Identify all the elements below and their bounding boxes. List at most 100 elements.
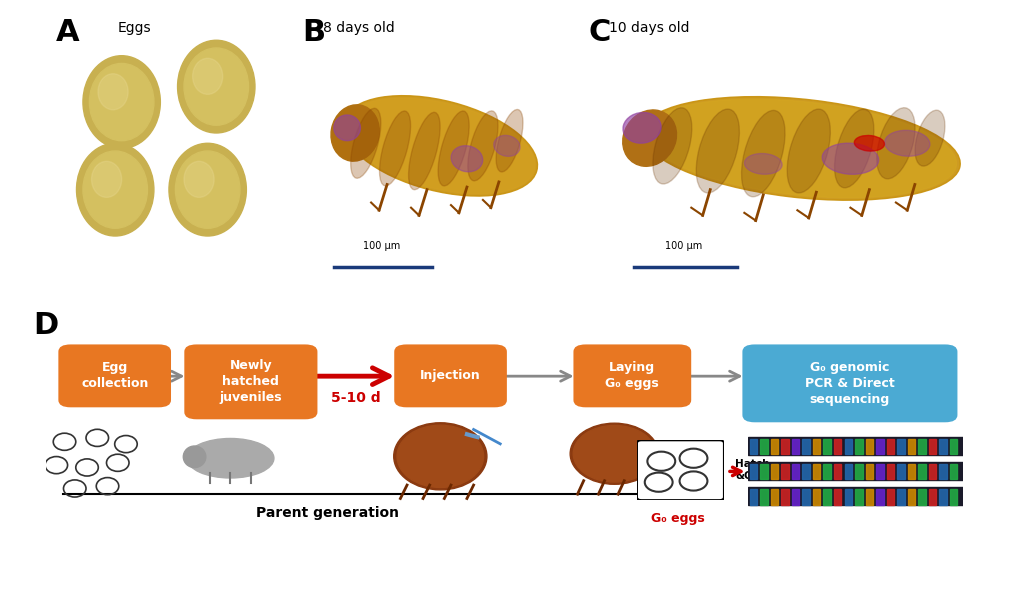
Circle shape bbox=[91, 161, 122, 198]
Bar bbox=[781, 464, 788, 479]
Ellipse shape bbox=[744, 153, 782, 174]
Ellipse shape bbox=[496, 110, 523, 172]
Circle shape bbox=[193, 58, 223, 94]
Text: G₀ eggs: G₀ eggs bbox=[651, 512, 705, 525]
Bar bbox=[919, 464, 926, 479]
Bar bbox=[771, 464, 778, 479]
Bar bbox=[907, 489, 915, 504]
Bar bbox=[887, 464, 894, 479]
Text: 10 days old: 10 days old bbox=[609, 21, 690, 35]
Bar bbox=[792, 464, 800, 479]
Ellipse shape bbox=[570, 423, 658, 484]
Ellipse shape bbox=[409, 113, 440, 190]
Bar bbox=[897, 438, 905, 454]
Bar bbox=[939, 464, 947, 479]
Bar bbox=[748, 437, 963, 455]
Ellipse shape bbox=[334, 115, 360, 141]
Text: Hatch
&Grow: Hatch &Grow bbox=[735, 459, 775, 481]
Bar bbox=[803, 464, 810, 479]
Circle shape bbox=[184, 161, 214, 198]
Bar bbox=[887, 438, 894, 454]
Text: Laying
G₀ eggs: Laying G₀ eggs bbox=[605, 361, 659, 391]
Ellipse shape bbox=[787, 109, 830, 193]
Bar bbox=[845, 438, 852, 454]
FancyBboxPatch shape bbox=[573, 344, 691, 407]
Ellipse shape bbox=[623, 113, 662, 143]
Bar bbox=[877, 489, 884, 504]
Ellipse shape bbox=[494, 135, 520, 156]
Bar bbox=[781, 489, 788, 504]
Circle shape bbox=[98, 74, 128, 110]
FancyBboxPatch shape bbox=[742, 344, 957, 422]
Bar bbox=[760, 489, 768, 504]
Ellipse shape bbox=[350, 108, 381, 179]
Bar bbox=[950, 464, 957, 479]
Text: 100 μm: 100 μm bbox=[364, 241, 400, 252]
Bar bbox=[877, 464, 884, 479]
Bar bbox=[781, 438, 788, 454]
Text: Eggs: Eggs bbox=[118, 21, 152, 35]
Bar bbox=[845, 489, 852, 504]
Bar bbox=[845, 464, 852, 479]
Bar bbox=[950, 489, 957, 504]
Circle shape bbox=[177, 40, 255, 133]
Text: B: B bbox=[302, 18, 326, 47]
Bar bbox=[897, 464, 905, 479]
Bar bbox=[760, 438, 768, 454]
Bar bbox=[750, 438, 757, 454]
Bar bbox=[834, 489, 842, 504]
Bar bbox=[855, 438, 862, 454]
Ellipse shape bbox=[877, 108, 915, 179]
Text: Injection: Injection bbox=[420, 370, 481, 382]
FancyBboxPatch shape bbox=[637, 440, 724, 500]
Ellipse shape bbox=[646, 99, 956, 198]
Circle shape bbox=[83, 56, 161, 149]
Bar bbox=[803, 438, 810, 454]
FancyBboxPatch shape bbox=[58, 344, 171, 407]
Bar bbox=[834, 464, 842, 479]
Ellipse shape bbox=[642, 96, 961, 200]
Bar bbox=[792, 489, 800, 504]
Bar bbox=[929, 489, 936, 504]
Ellipse shape bbox=[835, 109, 873, 188]
Bar bbox=[865, 464, 873, 479]
Circle shape bbox=[175, 151, 240, 228]
Ellipse shape bbox=[885, 131, 930, 156]
Bar bbox=[813, 438, 820, 454]
Ellipse shape bbox=[343, 96, 538, 196]
Bar bbox=[823, 489, 830, 504]
Bar bbox=[950, 438, 957, 454]
Ellipse shape bbox=[468, 111, 498, 181]
Bar bbox=[750, 464, 757, 479]
Ellipse shape bbox=[653, 108, 692, 184]
Bar bbox=[907, 464, 915, 479]
Bar bbox=[929, 438, 936, 454]
Text: D: D bbox=[33, 311, 58, 340]
Bar bbox=[813, 489, 820, 504]
Text: G₀ genomic
PCR & Direct
sequencing: G₀ genomic PCR & Direct sequencing bbox=[805, 361, 895, 406]
Bar bbox=[907, 438, 915, 454]
Circle shape bbox=[169, 143, 247, 236]
Bar bbox=[748, 487, 963, 506]
Text: C: C bbox=[589, 18, 611, 47]
Text: 100 μm: 100 μm bbox=[199, 245, 233, 254]
Bar bbox=[823, 464, 830, 479]
Bar bbox=[771, 489, 778, 504]
Text: Newly
hatched
juveniles: Newly hatched juveniles bbox=[219, 359, 283, 404]
Ellipse shape bbox=[438, 111, 469, 186]
Bar bbox=[803, 489, 810, 504]
Bar bbox=[748, 462, 963, 480]
Bar bbox=[813, 464, 820, 479]
Circle shape bbox=[77, 143, 154, 236]
Ellipse shape bbox=[741, 110, 785, 196]
Bar bbox=[823, 438, 830, 454]
Ellipse shape bbox=[183, 446, 206, 468]
Ellipse shape bbox=[623, 110, 677, 167]
Ellipse shape bbox=[822, 143, 879, 174]
Bar bbox=[855, 489, 862, 504]
Circle shape bbox=[83, 151, 147, 228]
Circle shape bbox=[184, 48, 249, 125]
Ellipse shape bbox=[397, 425, 483, 488]
Bar bbox=[939, 438, 947, 454]
Ellipse shape bbox=[915, 110, 945, 166]
